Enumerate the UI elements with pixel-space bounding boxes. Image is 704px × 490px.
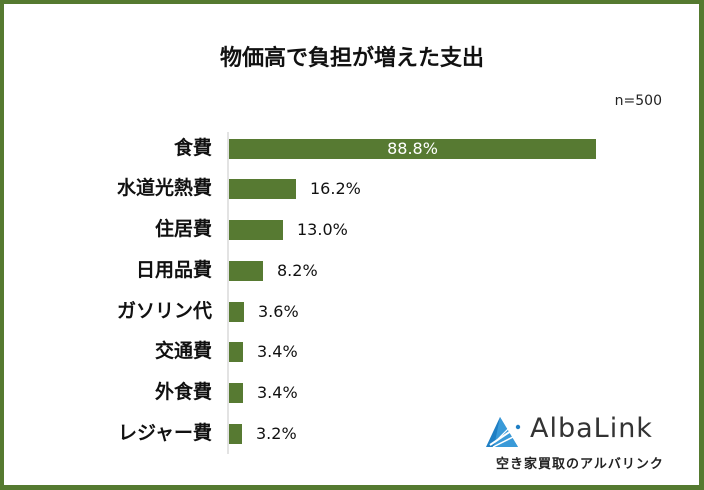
value-label: 88.8% <box>387 139 438 158</box>
bar-row: 交通費 3.4% <box>0 340 704 362</box>
value-label: 3.6% <box>258 302 299 321</box>
category-label: 外食費 <box>154 381 212 403</box>
category-label: ガソリン代 <box>116 300 212 322</box>
bar <box>229 424 242 444</box>
logo-wordmark: AlbaLink <box>530 413 653 444</box>
value-label: 3.2% <box>256 424 297 443</box>
chart-title: 物価高で負担が増えた支出 <box>219 46 484 71</box>
value-label: 3.4% <box>257 383 298 402</box>
bar <box>229 139 596 159</box>
bar-row: 外食費 3.4% <box>0 381 704 403</box>
bar-row: 水道光熱費 16.2% <box>0 177 704 199</box>
bar <box>229 261 263 281</box>
value-label: 13.0% <box>297 220 348 239</box>
value-label: 8.2% <box>277 261 318 280</box>
albalink-triangle-icon <box>486 417 521 448</box>
category-label: 日用品費 <box>135 259 212 281</box>
albalink-logo: AlbaLink 空き家買取のアルバリンク <box>484 413 684 475</box>
bar <box>229 302 244 322</box>
category-label: レジャー費 <box>117 422 212 444</box>
value-label: 3.4% <box>257 342 298 361</box>
bar-row: 日用品費 8.2% <box>0 259 704 281</box>
category-label: 住居費 <box>154 218 212 240</box>
sample-size: n=500 <box>614 93 662 109</box>
bar <box>229 383 243 403</box>
category-label: 食費 <box>173 137 212 159</box>
bar <box>229 342 243 362</box>
bar-row: レジャー費 3.2% <box>0 422 704 444</box>
category-label: 水道光熱費 <box>116 177 212 199</box>
category-axis-line <box>227 132 229 454</box>
bar <box>229 220 283 240</box>
bar-row: 住居費 13.0% <box>0 218 704 240</box>
bar-row: 食費 88.8% <box>0 137 704 159</box>
bar-row: ガソリン代 3.6% <box>0 300 704 322</box>
bar <box>229 179 296 199</box>
category-label: 交通費 <box>154 340 212 362</box>
logo-tagline: 空き家買取のアルバリンク <box>496 457 664 472</box>
value-label: 16.2% <box>310 179 361 198</box>
